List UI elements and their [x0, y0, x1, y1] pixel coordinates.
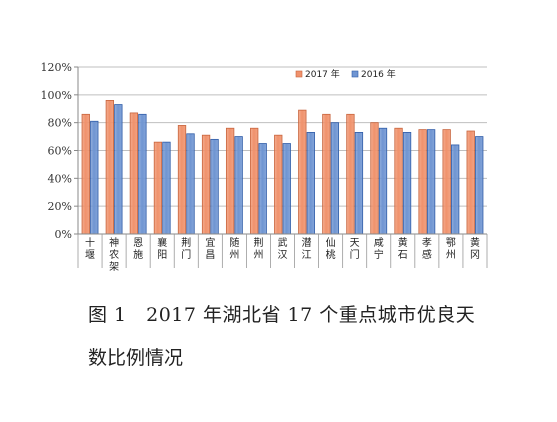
y-tick-label: 40%: [48, 172, 72, 185]
bar-series-1: [394, 127, 403, 235]
figure-caption-line-2: 数比例情况: [88, 347, 184, 369]
bar-chart: 0% 20% 40% 60% 80% 100% 120% 十堰 神农架 恩施襄阳荆门宜昌随州荆州…: [41, 61, 488, 273]
bar-series-1: [153, 141, 163, 235]
bar-series-2: [402, 132, 412, 235]
bar-series-2: [258, 143, 267, 235]
bar-series-1: [322, 113, 331, 235]
bar-series-1: [250, 127, 259, 235]
x-tick-label: 黄冈: [470, 236, 480, 261]
x-tick-label: 潜江: [302, 236, 312, 261]
x-tick-label: 仙桃: [326, 236, 336, 261]
x-tick-label: 黄石: [398, 236, 408, 261]
bar-series-2: [475, 136, 484, 235]
x-tick-label: 孝感: [422, 237, 432, 261]
bar-series-2: [138, 113, 147, 235]
bar-series-2: [210, 138, 219, 235]
bar-series-2: [451, 144, 460, 235]
y-tick-label: 80%: [48, 117, 72, 130]
legend-swatch: [351, 70, 359, 78]
bar-series-1: [346, 113, 355, 235]
bar-series-2: [354, 132, 364, 235]
bar-series-2: [186, 133, 195, 235]
y-tick-label: 0%: [55, 228, 72, 241]
x-tick-label: 宜昌: [205, 236, 215, 261]
x-tick-label: 荆州: [253, 236, 263, 261]
legend-label: 2016 年: [361, 68, 396, 80]
x-tick-label: 鄂州: [446, 237, 456, 261]
y-tick-label: 120%: [41, 61, 72, 74]
x-tick-label: 随州: [229, 236, 239, 261]
bar-series-1: [466, 130, 475, 235]
x-tick-label: 十堰: [85, 236, 95, 261]
bars: [81, 100, 484, 235]
bar-series-2: [306, 132, 315, 235]
bar-series-1: [418, 129, 427, 235]
bar-series-1: [105, 100, 114, 235]
y-tick-labels: 0% 20% 40% 60% 80% 100% 120%: [41, 61, 72, 241]
bar-series-2: [234, 136, 243, 235]
legend-swatch: [295, 70, 303, 78]
bar-series-1: [442, 129, 451, 235]
legend-label: 2017 年: [305, 68, 340, 80]
x-tick-label: 天门: [350, 238, 360, 261]
bar-series-1: [370, 122, 379, 235]
figure-caption-line-1: 图 1 2017 年湖北省 17 个重点城市优良天: [88, 304, 476, 326]
bar-series-2: [282, 143, 291, 235]
x-tick-label: 武汉: [278, 236, 288, 261]
x-tick-label: 襄阳: [157, 236, 167, 261]
bar-series-1: [225, 127, 235, 235]
x-tick-label: 神农架: [109, 236, 119, 273]
bar-series-1: [177, 125, 187, 235]
bar-series-1: [298, 109, 307, 235]
legend: 2017 年 2016 年: [295, 68, 396, 80]
bar-series-2: [330, 122, 340, 235]
y-tick-label: 60%: [48, 145, 72, 158]
x-tick-label: 恩施: [133, 237, 143, 261]
bar-series-2: [426, 129, 436, 235]
bar-series-1: [81, 113, 90, 235]
bar-series-2: [114, 104, 123, 235]
bar-series-1: [274, 134, 283, 235]
bar-series-2: [378, 127, 388, 235]
bar-series-1: [201, 134, 211, 235]
y-tick-label: 100%: [41, 89, 72, 102]
axes: [74, 66, 488, 268]
bar-series-1: [129, 112, 139, 235]
bar-series-2: [90, 120, 99, 235]
x-tick-label: 荆门: [181, 236, 191, 261]
bar-series-2: [162, 141, 171, 235]
y-tick-label: 20%: [48, 200, 72, 213]
x-tick-label: 咸宁: [374, 237, 384, 261]
